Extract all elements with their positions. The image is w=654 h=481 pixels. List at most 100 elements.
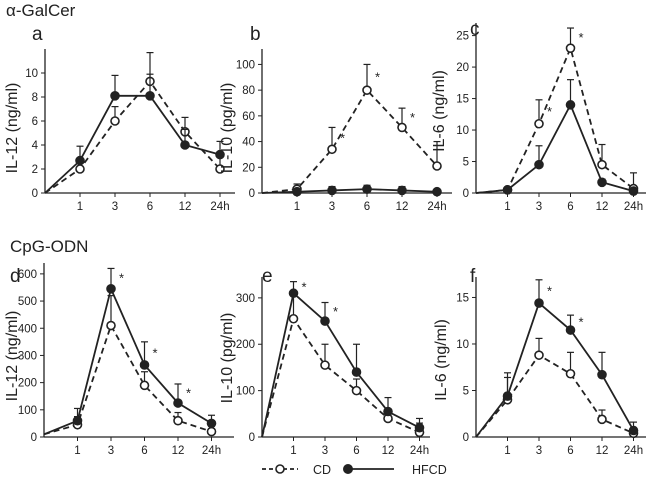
- data-point-hfcd: [72, 415, 83, 426]
- data-point-cd: [565, 43, 576, 53]
- data-point-cd: [215, 164, 225, 174]
- series-line-hfcd: [475, 102, 634, 194]
- data-point-hfcd: [502, 391, 513, 401]
- y-tick-label-b: 100: [236, 59, 255, 71]
- x-tick-label-f: 24h: [624, 445, 643, 457]
- y-axis-label-d: IL-12 (ng/ml): [4, 311, 21, 402]
- series-cd-d: [43, 295, 217, 437]
- data-point-hfcd: [215, 149, 225, 160]
- data-point-hfcd: [320, 316, 330, 326]
- x-tick-label-a: 12: [179, 201, 192, 213]
- data-point-hfcd: [362, 184, 372, 194]
- x-tick-label-c: 1: [504, 201, 510, 213]
- data-point-hfcd: [288, 288, 299, 299]
- y-axis-label-e: IL-10 (pg/ml): [219, 313, 236, 404]
- y-tick-label-c: 15: [456, 94, 469, 106]
- data-point-cd: [75, 164, 85, 174]
- y-axis-label-b: IL-10 (pg/ml): [219, 83, 236, 174]
- significance-star: *: [579, 30, 584, 45]
- significance-star: *: [119, 271, 124, 286]
- y-tick-label-b: 20: [242, 162, 255, 174]
- panel-letter-e: e: [262, 266, 273, 287]
- data-point-hfcd: [75, 155, 85, 166]
- data-point-hfcd: [173, 398, 183, 408]
- data-point-cd: [534, 350, 544, 360]
- series-line-hfcd: [475, 301, 635, 438]
- data-point-hfcd: [110, 91, 120, 101]
- data-point-hfcd: [597, 369, 607, 380]
- data-point-cd: [597, 414, 607, 425]
- data-point-hfcd: [145, 91, 155, 101]
- y-tick-label-e: 100: [236, 386, 255, 398]
- x-tick-label-d: 1: [74, 445, 80, 457]
- significance-star: *: [547, 283, 552, 298]
- data-point-cd: [327, 144, 337, 155]
- significance-star: *: [375, 69, 380, 84]
- series-line-cd: [475, 353, 634, 438]
- x-tick-label-d: 3: [108, 445, 114, 457]
- series-line-cd: [261, 88, 438, 194]
- significance-star: *: [186, 386, 191, 401]
- x-tick-label-f: 6: [567, 445, 573, 457]
- x-tick-label-d: 12: [172, 445, 185, 457]
- data-point-hfcd: [414, 422, 425, 433]
- data-point-cd: [110, 116, 120, 126]
- series-line-cd: [43, 323, 212, 436]
- panel-letter-f: f: [470, 266, 476, 287]
- significance-star: *: [153, 345, 158, 360]
- x-tick-label-e: 6: [353, 445, 359, 457]
- x-tick-label-a: 6: [147, 201, 153, 213]
- y-tick-label-b: 80: [242, 85, 255, 97]
- series-cd-f: [475, 337, 639, 439]
- y-tick-label-f: 5: [463, 385, 469, 397]
- significance-star: *: [410, 110, 415, 125]
- x-tick-label-c: 24h: [624, 201, 643, 213]
- data-point-hfcd: [292, 186, 302, 197]
- data-point-hfcd: [432, 186, 442, 197]
- data-point-cd: [351, 385, 362, 396]
- data-point-hfcd: [565, 100, 576, 110]
- section-title-galcer: α-GalCer: [6, 1, 76, 20]
- data-point-hfcd: [383, 406, 393, 417]
- panel-letter-d: d: [10, 266, 21, 287]
- series-line-cd: [261, 316, 420, 438]
- data-point-cd: [565, 368, 576, 379]
- legend-swatch-cd-marker: [275, 464, 285, 474]
- y-axis-label-a: IL-12 (ng/ml): [4, 83, 21, 174]
- y-tick-label-d: 200: [18, 378, 37, 390]
- data-point-hfcd: [597, 177, 607, 188]
- x-tick-label-f: 12: [596, 445, 609, 457]
- x-tick-label-e: 3: [322, 445, 328, 457]
- data-point-hfcd: [534, 298, 544, 308]
- significance-star: *: [579, 315, 584, 330]
- y-tick-label-c: 0: [463, 188, 469, 200]
- y-tick-label-b: 0: [249, 188, 255, 200]
- series-line-hfcd: [261, 188, 438, 194]
- x-tick-label-b: 24h: [427, 201, 446, 213]
- data-point-cd: [106, 320, 116, 331]
- y-tick-label-d: 500: [18, 296, 37, 308]
- x-tick-label-e: 12: [382, 445, 395, 457]
- data-point-cd: [397, 122, 407, 133]
- legend: CD HFCD: [262, 463, 447, 477]
- data-point-hfcd: [628, 425, 639, 436]
- data-point-hfcd: [628, 186, 639, 196]
- x-tick-label-c: 6: [567, 201, 573, 213]
- panel-letter-b: b: [250, 24, 261, 45]
- data-point-hfcd: [180, 140, 190, 150]
- y-tick-label-a: 10: [25, 68, 38, 80]
- x-tick-label-d: 24h: [202, 445, 221, 457]
- y-tick-label-e: 0: [249, 432, 255, 444]
- y-tick-label-c: 20: [456, 62, 469, 74]
- y-tick-label-c: 10: [456, 125, 469, 137]
- significance-star: *: [547, 104, 552, 119]
- series-hfcd-c: [475, 79, 639, 196]
- data-point-hfcd: [106, 284, 116, 294]
- series-hfcd-d: * * *: [43, 267, 217, 436]
- significance-star: *: [333, 304, 338, 319]
- data-point-cd: [432, 161, 442, 171]
